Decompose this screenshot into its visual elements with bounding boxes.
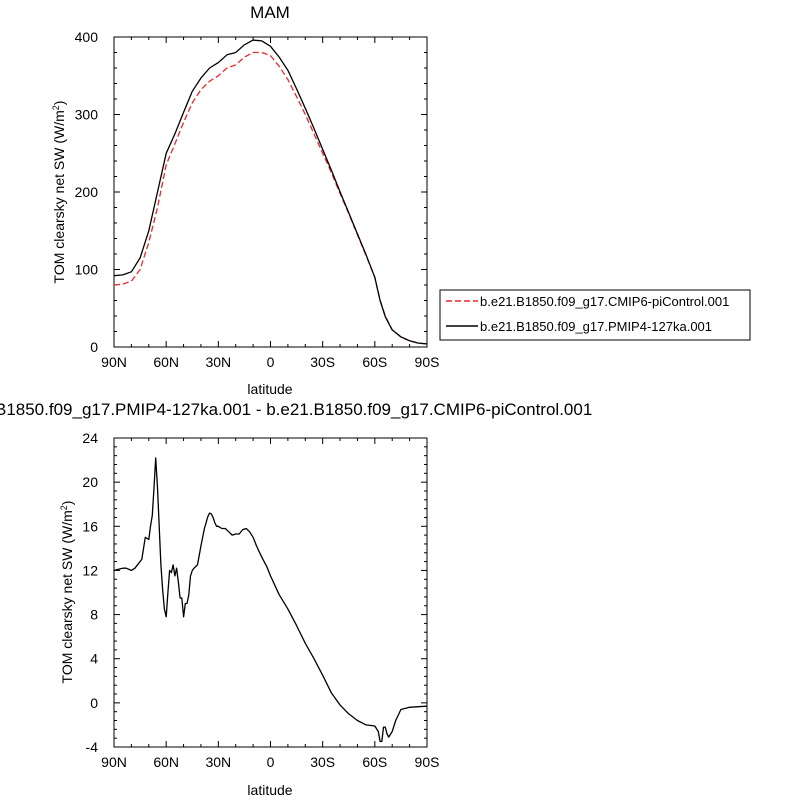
x-tick-label: 0 [267,354,275,370]
x-tick-label: 90N [101,754,127,770]
plot-frame [113,437,428,748]
y-tick-label: -4 [86,739,99,755]
y-tick-label: 400 [75,29,99,45]
tick-labels: 90N 60N 30N 0 30S 60S 90S 0 100 200 300 400 [75,29,440,370]
y-tick-label: 4 [90,651,98,667]
x-tick-label: 30N [205,354,231,370]
y-tick-label: 200 [75,184,99,200]
series-line-0 [113,457,428,743]
axis-ticks [113,36,428,348]
panel-difference: b.e21.B1850.f09_g17.PMIP4-127ka.001 - b.… [0,400,592,798]
axis-ticks [113,437,428,748]
x-tick-label: 60N [153,754,179,770]
y-axis-label: TOM clearsky net SW (W/m2) [59,501,75,684]
y-tick-label: 24 [82,430,98,446]
panel-mam: MAM 90N 60N 30N 0 30S 60S 90S 0 100 200 300 400 lat… [51,3,439,397]
legend-label-picontrol: b.e21.B1850.f09_g17.CMIP6-piControl.001 [480,294,729,309]
x-tick-label: 30S [310,754,335,770]
x-axis-label: latitude [247,782,292,798]
series-line-1 [113,39,428,345]
series-lines [113,457,428,743]
x-tick-label: 90S [415,354,440,370]
y-tick-label: 100 [75,262,99,278]
legend: b.e21.B1850.f09_g17.CMIP6-piControl.001 … [439,289,751,341]
y-axis-label: TOM clearsky net SW (W/m2) [51,101,67,284]
y-tick-label: 12 [82,562,98,578]
chart-title: MAM [250,3,290,22]
legend-box [439,289,751,341]
x-tick-label: 30S [310,354,335,370]
y-tick-label: 300 [75,107,99,123]
x-tick-label: 90S [415,754,440,770]
y-tick-label: 0 [90,695,98,711]
x-tick-label: 90N [101,354,127,370]
legend-label-127ka: b.e21.B1850.f09_g17.PMIP4-127ka.001 [480,319,712,334]
y-tick-label: 8 [90,607,98,623]
x-axis-label: latitude [247,381,292,397]
y-tick-label: 16 [82,518,98,534]
y-tick-label: 20 [82,474,98,490]
x-tick-label: 0 [267,754,275,770]
x-tick-label: 60S [362,754,387,770]
tick-labels: 90N 60N 30N 0 30S 60S 90S -4 0 4 8 12 16 20 24 [82,430,439,770]
x-tick-label: 60N [153,354,179,370]
x-tick-label: 60S [362,354,387,370]
x-tick-label: 30N [205,754,231,770]
chart-title: b.e21.B1850.f09_g17.PMIP4-127ka.001 - b.… [0,400,592,419]
series-lines [113,39,428,345]
y-tick-label: 0 [90,339,98,355]
